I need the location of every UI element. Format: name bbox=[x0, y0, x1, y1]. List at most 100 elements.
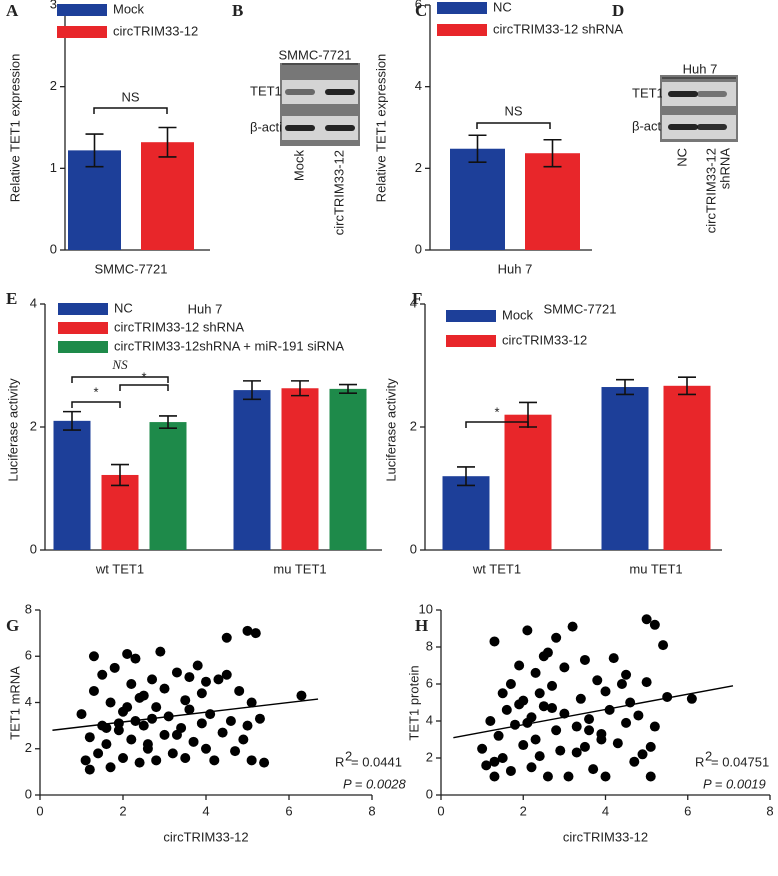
point bbox=[649, 619, 660, 630]
bar bbox=[281, 388, 319, 550]
y-tick-label: 6 bbox=[426, 675, 433, 690]
significance-bracket bbox=[93, 107, 168, 114]
point bbox=[571, 721, 582, 732]
point bbox=[147, 674, 158, 685]
point bbox=[97, 669, 108, 680]
stat-sup: 2 bbox=[345, 748, 352, 763]
legend-swatch bbox=[437, 24, 487, 36]
x-tick-label: 6 bbox=[285, 803, 292, 818]
point bbox=[76, 709, 87, 720]
y-tick-label: 4 bbox=[415, 78, 422, 93]
point bbox=[138, 720, 149, 731]
y-axis-label: TET1 mRNA bbox=[7, 666, 22, 740]
point bbox=[604, 704, 615, 715]
y-axis-label: Relative TET1 expression bbox=[7, 54, 22, 203]
significance-label: NS bbox=[111, 357, 128, 372]
bar bbox=[504, 414, 552, 550]
legend-label: circTRIM33-12 shRNA bbox=[493, 21, 623, 36]
point bbox=[612, 738, 623, 749]
point bbox=[93, 748, 104, 759]
point bbox=[201, 743, 211, 754]
point bbox=[122, 648, 133, 659]
y-tick-label: 3 bbox=[50, 0, 57, 11]
point bbox=[196, 688, 207, 699]
point bbox=[534, 751, 545, 762]
chart-title: Huh 7 bbox=[188, 301, 223, 316]
point bbox=[477, 743, 488, 754]
point bbox=[113, 725, 124, 736]
point bbox=[489, 756, 500, 767]
point bbox=[234, 685, 245, 696]
point bbox=[180, 753, 191, 763]
legend-swatch bbox=[446, 335, 496, 347]
point bbox=[649, 721, 660, 732]
legend-swatch bbox=[57, 4, 107, 16]
x-tick-label: 8 bbox=[766, 803, 773, 818]
point bbox=[485, 716, 496, 726]
chart-title: SMMC-7721 bbox=[544, 301, 617, 316]
point bbox=[250, 628, 261, 639]
point bbox=[596, 734, 607, 745]
legend-label: circTRIM33-12 bbox=[502, 332, 587, 347]
y-tick-label: 6 bbox=[25, 648, 32, 663]
point bbox=[551, 725, 562, 736]
point bbox=[592, 675, 603, 686]
point bbox=[551, 632, 562, 643]
point bbox=[645, 741, 656, 752]
y-axis-label: Relative TET1 expression bbox=[373, 54, 388, 203]
point bbox=[151, 755, 162, 766]
point bbox=[105, 697, 116, 708]
point bbox=[101, 739, 112, 750]
y-tick-label: 2 bbox=[25, 740, 32, 755]
stat-label: R bbox=[695, 754, 704, 769]
point bbox=[547, 703, 558, 714]
point bbox=[588, 764, 599, 775]
point bbox=[489, 771, 500, 782]
blot-band bbox=[697, 124, 727, 130]
point bbox=[84, 764, 95, 775]
point bbox=[242, 625, 253, 636]
significance-bracket bbox=[71, 376, 169, 383]
point bbox=[159, 729, 170, 740]
point bbox=[621, 717, 632, 728]
panel-label: H bbox=[415, 616, 428, 635]
point bbox=[142, 739, 153, 750]
blot-band bbox=[285, 125, 315, 131]
point bbox=[542, 771, 553, 782]
panel-label: C bbox=[415, 1, 427, 20]
point bbox=[118, 753, 128, 763]
point bbox=[505, 765, 516, 776]
blot-lane-label: shRNA bbox=[717, 148, 732, 190]
blot-cell-line: Huh 7 bbox=[683, 61, 718, 76]
fit-line bbox=[453, 685, 734, 739]
point bbox=[126, 734, 137, 745]
point bbox=[637, 749, 648, 760]
p-value: P = 0.0019 bbox=[703, 776, 766, 791]
legend-label: NC bbox=[114, 300, 133, 315]
stat-value: = 0.04751 bbox=[711, 754, 769, 769]
blot-lane-label: circTRIM33-12 bbox=[331, 150, 346, 235]
point bbox=[538, 701, 549, 712]
legend-label: Mock bbox=[502, 307, 534, 322]
point bbox=[105, 762, 116, 773]
y-tick-label: 2 bbox=[410, 418, 417, 433]
blot-row-label: TET1 bbox=[632, 85, 664, 100]
bar bbox=[442, 476, 490, 550]
bar bbox=[601, 387, 649, 550]
blot-band bbox=[697, 91, 727, 97]
x-tick-label: 8 bbox=[368, 803, 375, 818]
blot-band bbox=[668, 91, 698, 97]
blot-lane-label: NC bbox=[674, 148, 689, 167]
x-tick-label: 0 bbox=[437, 803, 444, 818]
blot-band bbox=[325, 89, 355, 95]
bar bbox=[141, 142, 194, 250]
point bbox=[489, 636, 500, 647]
point bbox=[497, 688, 508, 699]
point bbox=[254, 713, 265, 724]
point bbox=[616, 679, 627, 689]
legend-label: NC bbox=[493, 0, 512, 14]
point bbox=[530, 734, 541, 745]
point bbox=[621, 669, 632, 680]
x-category-label: Huh 7 bbox=[498, 261, 533, 276]
